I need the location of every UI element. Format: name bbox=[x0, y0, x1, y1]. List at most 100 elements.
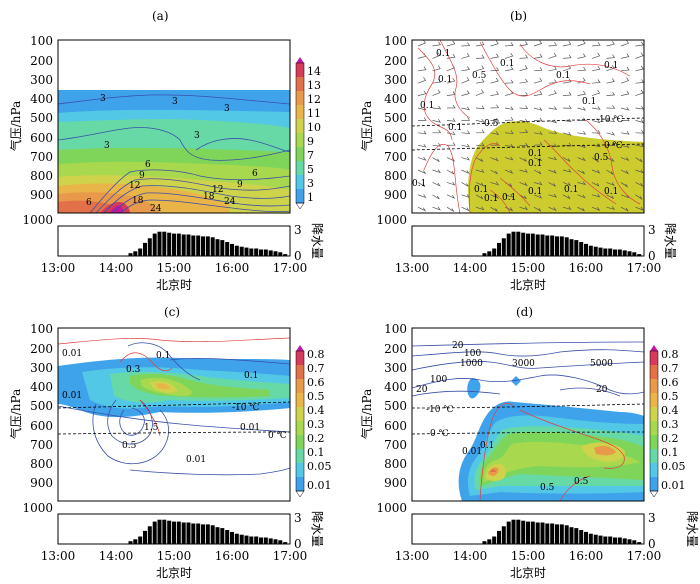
wind-barb bbox=[591, 182, 600, 187]
wind-barb bbox=[446, 194, 456, 200]
wind-barb bbox=[519, 41, 528, 47]
c-contour-label: 0.3 bbox=[126, 365, 141, 375]
precip-bar bbox=[186, 234, 191, 256]
panel-b-shading: 0.1 0.1 0.1 0.1 0.1 0.5 0.5 0.1 0.1 0.5 … bbox=[412, 40, 644, 213]
a-contour-label: 3 bbox=[100, 94, 106, 104]
c-contour-label: 0.01 bbox=[186, 455, 206, 465]
precip-bar bbox=[535, 234, 540, 256]
panel-a-shading: 3 3 3 3 3 6 6 9 9 12 12 18 18 24 24 6 bbox=[58, 40, 290, 213]
wind-barb bbox=[620, 90, 630, 96]
b-contour-label: 0.1 bbox=[528, 187, 542, 197]
panel-c-yticks: 100 200 300 400 500 600 700 800 900 1000 bbox=[22, 322, 53, 515]
panel-d: (d) bbox=[359, 305, 699, 580]
precip-tick: 0 bbox=[294, 537, 302, 551]
precip-bar bbox=[497, 242, 501, 256]
a-contour-label: 3 bbox=[224, 104, 230, 114]
wind-barb bbox=[562, 182, 572, 187]
panel-b-label: (b) bbox=[510, 9, 527, 23]
panel-c: (c) bbox=[8, 305, 332, 580]
x-tick: 17:00 bbox=[273, 261, 308, 275]
precip-bar bbox=[511, 519, 516, 544]
y-axis-label: 气压/hPa bbox=[8, 101, 23, 151]
b-contour-label: 0.1 bbox=[500, 59, 514, 69]
cb-tick: 0.01 bbox=[661, 479, 686, 492]
precip-bar bbox=[128, 253, 133, 256]
precip-bar bbox=[191, 523, 196, 544]
d-blue-drop bbox=[467, 378, 481, 399]
precip-bar bbox=[569, 527, 574, 544]
wind-barb bbox=[548, 119, 558, 124]
y-tick: 700 bbox=[30, 150, 53, 164]
precip-tick: 3 bbox=[648, 511, 656, 525]
precip-bar bbox=[487, 251, 492, 256]
y-tick: 500 bbox=[384, 399, 407, 413]
wind-barb bbox=[577, 66, 587, 72]
wind-barb bbox=[432, 143, 442, 147]
wind-barb bbox=[620, 53, 630, 59]
x-ticks-c: 13:00 14:00 15:00 16:00 17:00 bbox=[41, 549, 308, 563]
precip-bar bbox=[603, 248, 608, 256]
wind-barb bbox=[533, 131, 543, 135]
x-ticks-b: 13:00 14:00 15:00 16:00 17:00 bbox=[395, 261, 662, 275]
wind-barb bbox=[577, 157, 586, 162]
precip-bars-c bbox=[128, 519, 288, 544]
wind-barb bbox=[548, 66, 557, 72]
precip-bar bbox=[254, 536, 259, 544]
precip-label: 降水量 bbox=[310, 511, 324, 547]
colorbar-c bbox=[295, 345, 305, 498]
wind-barb bbox=[606, 194, 614, 199]
wind-barb bbox=[417, 182, 426, 187]
wind-barb bbox=[475, 157, 484, 162]
precip-bar bbox=[492, 248, 497, 256]
colorbar-a bbox=[295, 57, 305, 210]
y-tick: 700 bbox=[384, 150, 407, 164]
wind-barb bbox=[490, 53, 499, 59]
precip-bars-a bbox=[128, 231, 288, 256]
x-tick: 17:00 bbox=[273, 549, 308, 563]
y-tick: 300 bbox=[30, 73, 53, 87]
wind-barb bbox=[533, 53, 543, 59]
d-isotherm-label: -10 ℃ bbox=[426, 405, 453, 415]
precip-bar bbox=[147, 238, 152, 256]
a-contour-labels: 3 3 3 3 3 6 6 9 9 12 12 18 18 24 24 6 bbox=[86, 94, 258, 213]
y-tick: 700 bbox=[384, 438, 407, 452]
wind-barb bbox=[562, 131, 572, 136]
wind-barb bbox=[635, 157, 643, 163]
precip-bar bbox=[201, 524, 205, 544]
d-contour-label: 1000 bbox=[460, 359, 483, 369]
wind-barb bbox=[562, 41, 572, 47]
wind-barb bbox=[620, 169, 630, 175]
precip-bar bbox=[540, 234, 545, 256]
wind-barb bbox=[606, 142, 616, 146]
precip-bar bbox=[511, 231, 516, 256]
panel-b-frame bbox=[411, 39, 645, 214]
panel-c-shading: 0.01 0.1 0.3 0.1 0.01 1.5 0.5 0.01 0.01 … bbox=[58, 328, 290, 501]
precip-bar bbox=[278, 252, 283, 256]
wind-barb bbox=[562, 168, 572, 173]
precip-bar bbox=[176, 521, 181, 544]
precip-tick: 3 bbox=[294, 511, 302, 525]
panel-a: (a) bbox=[8, 9, 324, 292]
precip-bar bbox=[263, 537, 268, 544]
precip-bar bbox=[579, 530, 584, 544]
precip-tick: 3 bbox=[294, 223, 302, 237]
precip-bar bbox=[259, 537, 263, 544]
b-contour-label: 0.1 bbox=[436, 49, 450, 59]
x-tick: 14:00 bbox=[453, 549, 488, 563]
wind-barb bbox=[519, 169, 529, 173]
precip-tick: 3 bbox=[648, 223, 656, 237]
cb-tick: 0.6 bbox=[307, 376, 325, 389]
wind-barb bbox=[490, 131, 500, 136]
panel-b: (b) 0.1 0.1 0.1 0 bbox=[359, 9, 677, 292]
a-contour-label: 3 bbox=[194, 131, 200, 141]
precip-bar bbox=[608, 248, 613, 256]
y-tick: 100 bbox=[30, 322, 53, 336]
wind-barb bbox=[490, 104, 500, 109]
d-isotherm-label: 0 ℃ bbox=[430, 429, 449, 439]
wind-barb bbox=[577, 131, 587, 135]
x-axis-label: 北京时 bbox=[156, 278, 192, 292]
wind-barb bbox=[577, 169, 585, 175]
y-tick: 500 bbox=[30, 111, 53, 125]
precip-bar bbox=[167, 232, 172, 256]
precip-ticks-c: 3 0 bbox=[294, 511, 302, 551]
